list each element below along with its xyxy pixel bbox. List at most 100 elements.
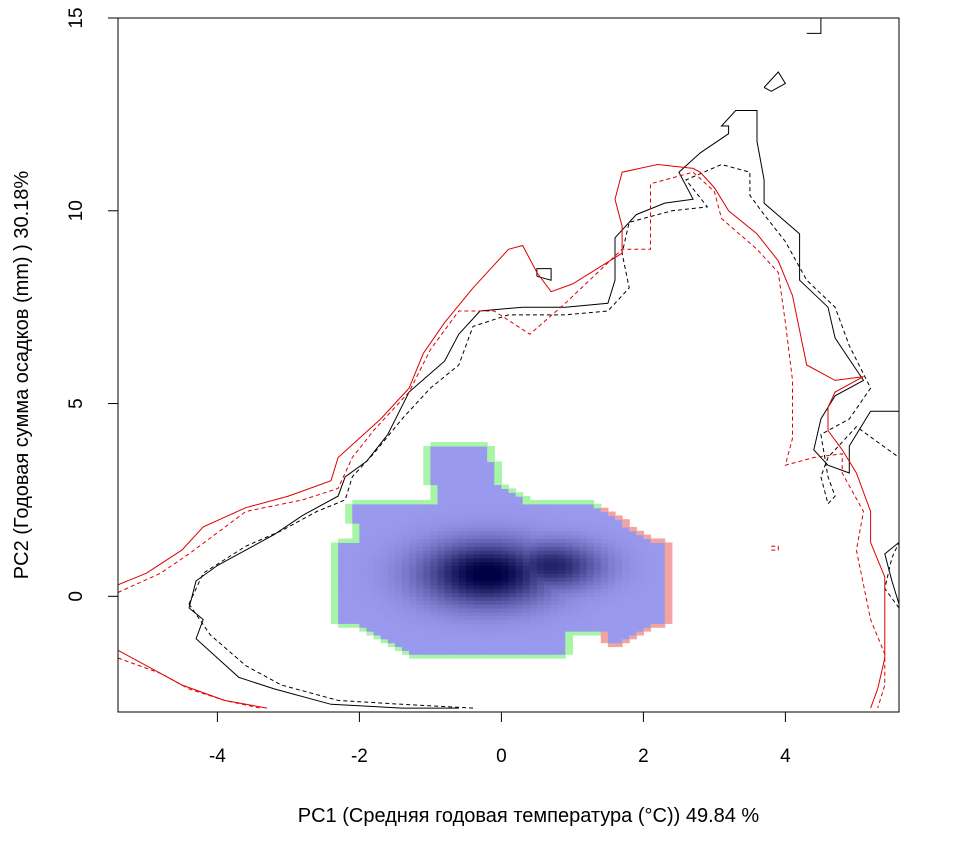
density-cell [423,561,431,567]
density-cell [473,561,481,567]
density-cell [494,561,502,567]
density-cell [345,565,353,570]
density-cell [558,553,566,559]
density-cell [600,577,609,582]
density-cell [430,623,439,628]
density-cell [345,584,353,590]
density-cell [515,496,524,501]
density-cell [352,611,360,617]
density-cell [643,553,652,559]
density-cell [380,596,389,601]
density-cell [423,499,431,505]
density-cell [529,596,538,601]
density-cell [487,573,495,578]
density-cell [657,611,666,617]
density-cell [387,523,396,528]
density-cell [558,561,566,567]
density-cell [615,573,623,578]
density-cell [664,546,673,551]
density-cell [373,519,382,524]
density-cell [522,550,531,555]
density-cell [473,573,481,578]
density-cell [451,445,460,451]
density-cell [494,476,502,482]
density-cell [501,507,510,513]
density-cell [615,538,623,543]
density-cell [430,573,439,578]
density-cell [473,492,481,497]
density-cell [551,557,559,563]
density-cell [522,654,531,659]
density-cell [352,511,360,516]
density-cell [480,461,488,466]
density-cell [586,561,595,567]
density-cell [501,596,510,601]
density-cell [501,611,510,617]
density-cell [423,453,431,459]
density-cell [451,577,460,582]
density-cell [494,526,502,532]
density-cell [480,449,488,455]
density-cell [359,623,368,628]
density-cell [465,592,474,597]
density-cell [430,569,439,574]
density-cell [380,550,389,555]
density-cell [501,584,510,590]
density-cell [451,650,460,655]
density-cell [572,507,581,513]
density-cell [650,569,659,574]
density-cell [416,615,424,621]
density-cell [437,592,446,597]
density-cell [409,511,417,516]
density-cell [579,588,588,594]
density-cell [593,550,602,555]
density-cell [579,607,588,613]
density-cell [451,492,460,497]
density-cell [402,503,410,509]
density-cell [607,565,616,570]
density-cell [480,546,488,551]
density-cell [387,546,396,551]
density-cell [636,573,644,578]
density-cell [558,646,566,651]
density-cell [437,577,446,582]
density-cell [501,553,510,559]
density-cell [600,584,609,590]
density-cell [480,476,488,482]
density-cell [451,515,460,520]
density-cell [444,553,453,559]
density-cell [373,623,382,628]
density-cell [451,484,460,489]
density-cell [615,569,623,574]
density-cell [473,457,481,462]
y-tick-label: 15 [66,7,87,28]
density-cell [551,561,559,567]
density-cell [529,577,538,582]
density-cell [629,573,637,578]
density-cell [430,615,439,621]
density-cell [529,523,538,528]
density-cell [437,472,446,478]
density-cell [437,534,446,540]
density-cell [366,623,375,628]
density-cell [359,596,368,601]
density-cell [643,600,652,605]
density-cell [380,546,389,551]
density-cell [473,530,481,536]
density-cell [473,607,481,613]
density-cell [423,573,431,578]
density-cell [522,542,531,547]
density-cell [629,561,637,567]
density-cell [657,596,666,601]
density-cell [430,507,439,513]
density-cell [551,565,559,570]
density-cell [409,542,417,547]
density-cell [409,515,417,520]
density-cell [501,600,510,605]
density-raster [331,442,673,659]
density-cell [387,604,396,609]
density-cell [366,546,375,551]
density-cell [366,569,375,574]
density-cell [373,546,382,551]
density-cell [536,534,545,540]
